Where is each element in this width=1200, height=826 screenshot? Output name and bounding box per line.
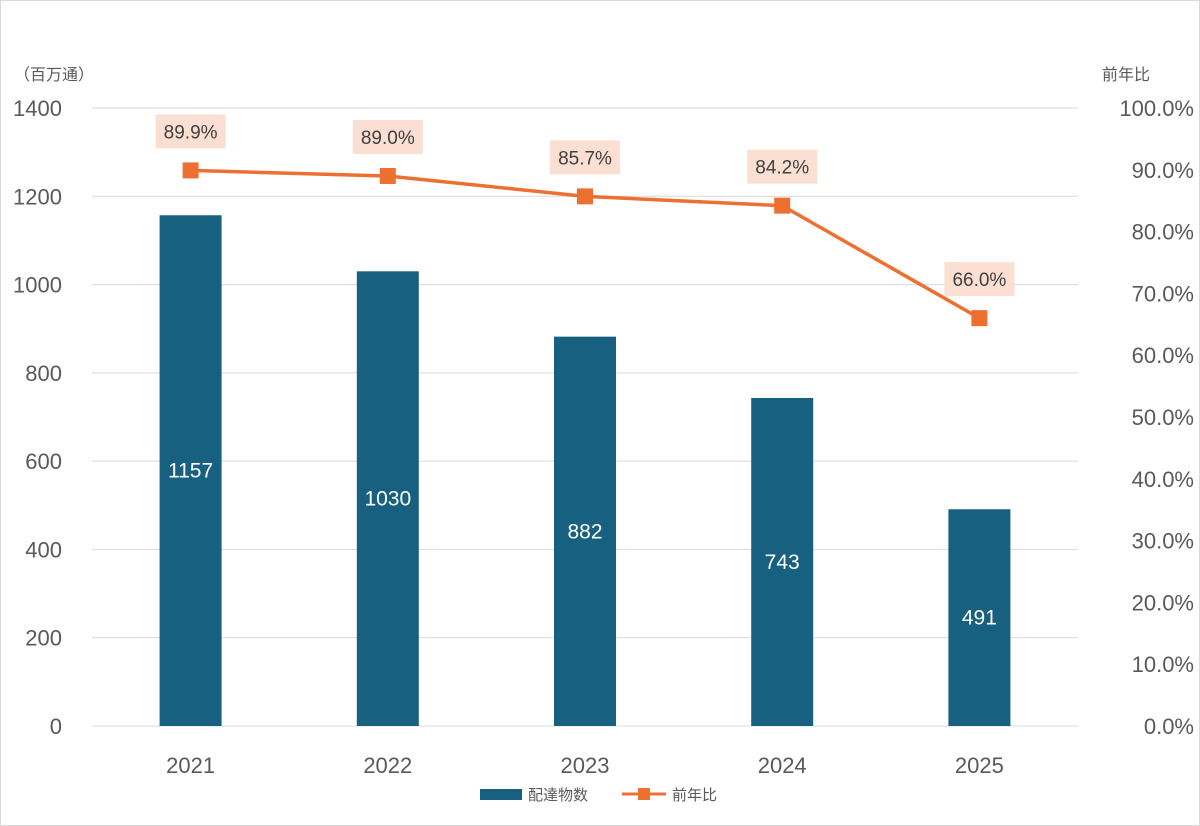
line-data-label: 66.0% bbox=[952, 270, 1006, 291]
right-axis-unit: 前年比 bbox=[1102, 65, 1150, 84]
right-axis-tick-label: 90.0% bbox=[1132, 158, 1194, 183]
line-point bbox=[774, 197, 791, 214]
bar bbox=[159, 215, 222, 726]
left-axis-tick-label: 1400 bbox=[13, 96, 62, 121]
left-axis-unit: （百万通） bbox=[14, 65, 94, 84]
line-point bbox=[182, 162, 199, 179]
bar-series bbox=[159, 215, 1011, 726]
x-axis-tick-label: 2021 bbox=[166, 753, 215, 778]
right-axis-tick-label: 80.0% bbox=[1132, 220, 1194, 245]
line-data-label: 85.7% bbox=[558, 148, 612, 169]
x-axis-tick-label: 2023 bbox=[561, 753, 610, 778]
line-data-label: 84.2% bbox=[755, 158, 809, 179]
left-axis-tick-label: 600 bbox=[25, 449, 62, 474]
left-axis-tick-label: 1000 bbox=[13, 273, 62, 298]
axes: （百万通） 前年比 0 200 400 600 800 1000 1200 1400 0.0% 1… bbox=[13, 65, 1194, 778]
legend-line-label: 前年比 bbox=[672, 786, 717, 804]
bar-data-label: 882 bbox=[567, 520, 602, 543]
x-axis-tick-label: 2022 bbox=[363, 753, 412, 778]
line-label-background bbox=[155, 114, 226, 149]
line-label-background bbox=[944, 262, 1015, 297]
bar-data-label: 491 bbox=[962, 607, 997, 630]
left-axis-tick-label: 1200 bbox=[13, 184, 62, 209]
bar-data-label: 743 bbox=[765, 551, 800, 574]
line-label-background bbox=[550, 140, 620, 175]
right-axis-tick-label: 50.0% bbox=[1132, 405, 1194, 430]
line-data-label: 89.9% bbox=[164, 122, 218, 143]
legend: 配達物数 前年比 bbox=[480, 786, 717, 804]
left-axis-tick-label: 0 bbox=[50, 714, 62, 739]
bar bbox=[554, 336, 616, 726]
right-axis-tick-label: 30.0% bbox=[1132, 529, 1194, 554]
bar bbox=[356, 271, 419, 726]
legend-bar-swatch bbox=[480, 789, 522, 800]
right-axis-tick-label: 10.0% bbox=[1132, 652, 1194, 677]
bar bbox=[948, 509, 1011, 726]
x-axis-tick-label: 2024 bbox=[758, 753, 807, 778]
line-point bbox=[379, 167, 396, 184]
line-point bbox=[971, 310, 988, 327]
right-axis-tick-label: 60.0% bbox=[1132, 343, 1194, 368]
line-label-background bbox=[747, 149, 818, 184]
left-axis-tick-label: 400 bbox=[25, 537, 62, 562]
line-point bbox=[577, 188, 593, 205]
legend-line-marker bbox=[638, 788, 650, 800]
line-series bbox=[182, 162, 988, 327]
data-labels: 1157 1030 882 743 491 89.9% 89.0% 85.7% 84.2% 66.… bbox=[155, 114, 1015, 630]
right-axis-tick-label: 40.0% bbox=[1132, 467, 1194, 492]
bar-data-label: 1030 bbox=[364, 488, 411, 511]
bar-data-label: 1157 bbox=[168, 460, 213, 483]
legend-bar-label: 配達物数 bbox=[528, 786, 588, 804]
left-axis-tick-label: 800 bbox=[25, 361, 62, 386]
line-data-label: 89.0% bbox=[361, 128, 415, 149]
bar bbox=[751, 398, 814, 726]
x-axis-tick-label: 2025 bbox=[955, 753, 1004, 778]
right-axis-tick-label: 100.0% bbox=[1119, 96, 1194, 121]
right-axis-tick-label: 20.0% bbox=[1132, 590, 1194, 615]
right-axis-tick-label: 0.0% bbox=[1144, 714, 1194, 739]
line-label-background bbox=[352, 119, 423, 154]
right-axis-tick-label: 70.0% bbox=[1132, 281, 1194, 306]
left-axis-tick-label: 200 bbox=[25, 626, 62, 651]
